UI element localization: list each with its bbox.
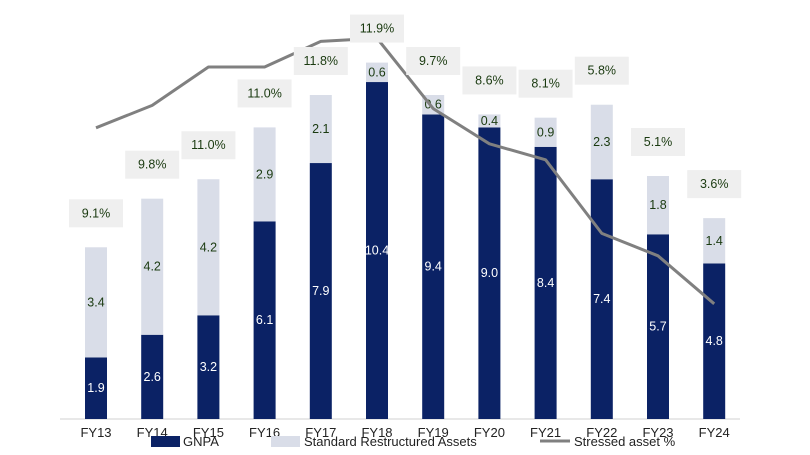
pct-label-fy20: 8.6% [475,73,504,87]
pct-label-box-fy16 [237,79,292,108]
pct-label-fy24: 3.6% [700,177,729,191]
bar-restructured-fy13 [85,247,107,358]
data-label-gnpa-fy13: 1.9 [87,381,104,395]
bar-gnpa-fy24 [703,263,726,419]
x-tick-fy17: FY17 [305,425,336,440]
x-tick-fy18: FY18 [361,425,392,440]
pct-label-box-fy24 [687,170,742,199]
data-label-restructured-fy14: 4.2 [144,260,161,274]
x-tick-fy24: FY24 [699,425,730,440]
data-label-restructured-fy16: 2.9 [256,167,273,181]
pct-label-fy17: 11.8% [304,54,339,68]
legend-label-stressed: Stressed asset % [574,434,676,449]
bar-restructured-fy14 [141,198,164,335]
bar-gnpa-fy21 [534,146,557,419]
legend-label-gnpa: GNPA [183,434,219,449]
data-label-restructured-fy24: 1.4 [706,234,723,248]
x-tick-fy15: FY15 [193,425,224,440]
pct-label-box-fy13 [69,199,123,228]
bar-gnpa-fy18 [366,82,388,419]
pct-label-box-fy21 [518,69,573,98]
series-line-stressed [95,36,716,305]
data-label-restructured-fy18: 0.6 [368,65,385,79]
x-tick-fy22: FY22 [586,425,617,440]
x-tick-fy13: FY13 [80,425,111,440]
bar-restructured-fy21 [534,117,557,147]
x-tick-fy19: FY19 [418,425,449,440]
x-tick-fy23: FY23 [642,425,673,440]
pct-label-fy13: 9.1% [82,206,111,220]
data-label-restructured-fy13: 3.4 [87,295,104,309]
data-label-gnpa-fy15: 3.2 [200,360,217,374]
bar-restructured-fy23 [647,176,669,235]
pct-label-box-fy20 [462,66,517,95]
plot-area: 1.93.4FY132.64.2FY143.24.2FY156.12.9FY16… [60,14,742,440]
data-label-restructured-fy23: 1.8 [649,198,666,212]
data-label-restructured-fy17: 2.1 [312,122,329,136]
bar-gnpa-fy23 [647,234,669,419]
pct-label-fy14: 9.8% [138,158,167,172]
pct-label-box-fy18 [350,14,404,43]
bar-restructured-fy18 [366,62,388,83]
bar-restructured-fy24 [703,218,726,264]
pct-label-fy15: 11.0% [191,138,226,152]
pct-label-fy23: 5.1% [644,135,673,149]
data-label-gnpa-fy21: 8.4 [537,276,554,290]
data-label-gnpa-fy24: 4.8 [706,334,723,348]
bar-gnpa-fy16 [253,221,276,419]
pct-label-box-fy14 [125,150,180,179]
bar-gnpa-fy13 [85,357,107,419]
pct-label-fy16: 11.0% [247,86,282,100]
legend-swatch-restructured [271,436,300,447]
pct-label-fy21: 8.1% [531,77,560,91]
bar-gnpa-fy15 [197,315,220,419]
data-label-gnpa-fy23: 5.7 [649,320,666,334]
bar-gnpa-fy17 [309,163,332,419]
bar-gnpa-fy19 [422,114,445,419]
pct-label-box-fy23 [631,128,685,156]
data-label-gnpa-fy14: 2.6 [144,370,161,384]
legend-label-restructured: Standard Restructured Assets [304,434,477,449]
x-tick-fy20: FY20 [474,425,505,440]
data-label-restructured-fy21: 0.9 [537,125,554,139]
pct-label-box-fy15 [181,131,236,160]
data-label-restructured-fy20: 0.4 [481,114,498,128]
legend-swatch-gnpa [151,436,180,447]
bar-restructured-fy20 [478,114,501,128]
bar-restructured-fy17 [309,95,332,164]
bar-restructured-fy15 [197,179,220,316]
data-label-gnpa-fy17: 7.9 [312,284,329,298]
bar-restructured-fy22 [590,104,613,180]
bar-gnpa-fy14 [141,334,164,419]
data-label-gnpa-fy16: 6.1 [256,313,273,327]
pct-label-box-fy17 [293,47,348,75]
pct-label-fy19: 9.7% [419,54,448,68]
legend: GNPA Standard Restructured Assets Stress… [151,434,676,449]
bar-restructured-fy16 [253,127,276,222]
pct-label-fy18: 11.9% [360,22,395,36]
bar-gnpa-fy22 [590,179,613,419]
x-tick-fy21: FY21 [530,425,561,440]
data-label-restructured-fy15: 4.2 [200,240,217,254]
data-label-gnpa-fy19: 9.4 [425,260,442,274]
pct-label-box-fy22 [574,56,629,85]
pct-label-box-fy19 [406,47,461,75]
bar-gnpa-fy20 [478,127,501,420]
data-label-gnpa-fy22: 7.4 [593,292,610,306]
pct-label-fy22: 5.8% [588,64,617,78]
data-label-gnpa-fy20: 9.0 [481,266,498,280]
data-label-gnpa-fy18: 10.4 [365,244,389,258]
data-label-restructured-fy22: 2.3 [593,135,610,149]
